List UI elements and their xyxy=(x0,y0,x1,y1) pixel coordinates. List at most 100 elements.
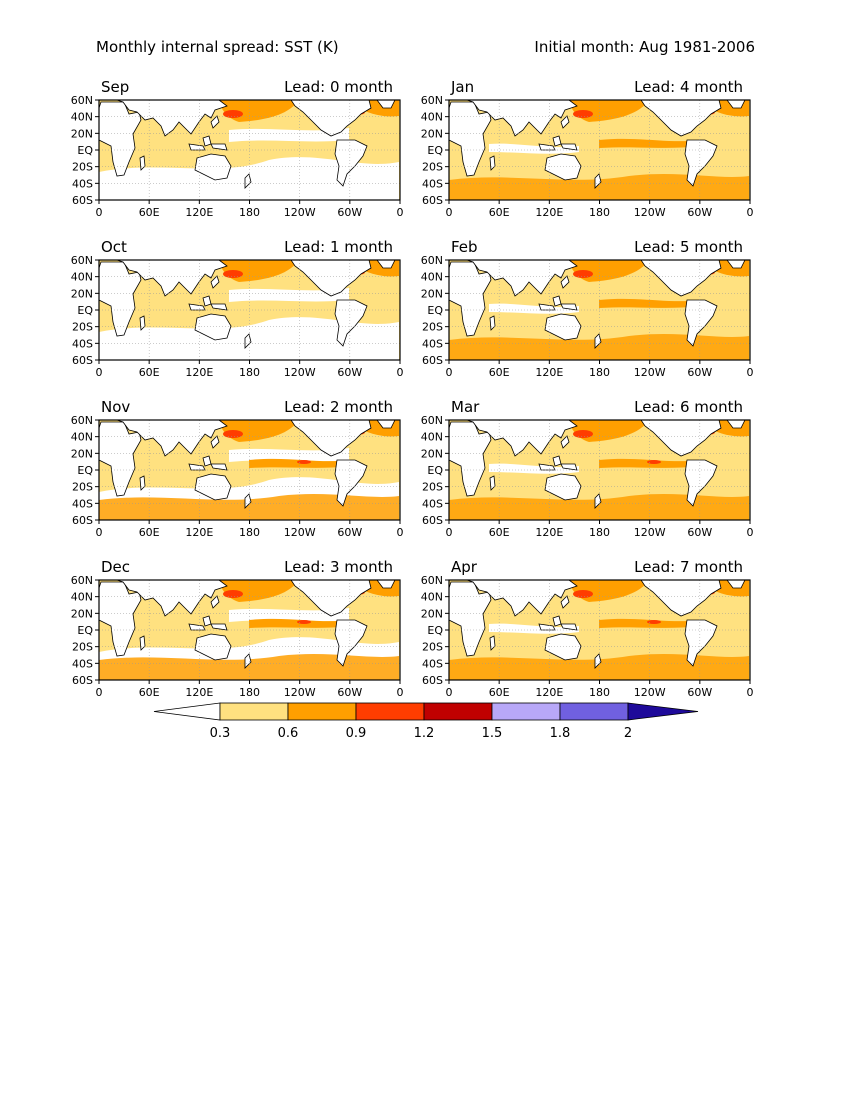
lat-tick-label: 20S xyxy=(72,641,93,654)
lat-tick-label: 60N xyxy=(71,94,93,107)
map-field xyxy=(99,100,400,200)
lat-tick-label: 60S xyxy=(422,514,443,527)
high-spread-region xyxy=(647,460,661,464)
lon-tick-label: 120W xyxy=(284,686,316,699)
map-field xyxy=(449,580,750,680)
lon-tick-label: 180 xyxy=(589,526,610,539)
lon-tick-label: 120E xyxy=(535,206,563,219)
lat-tick-label: 40N xyxy=(71,591,93,604)
lon-tick-label: 120E xyxy=(535,366,563,379)
lat-tick-label: 40N xyxy=(71,111,93,124)
lon-tick-label: 180 xyxy=(239,206,260,219)
lat-tick-label: 60S xyxy=(72,674,93,687)
lat-tick-label: 40S xyxy=(72,657,93,670)
colorbar-swatch xyxy=(219,702,289,721)
lon-tick-label: 60E xyxy=(139,526,160,539)
low-spread-region xyxy=(229,448,349,462)
lat-tick-label: EQ xyxy=(427,144,443,157)
lon-tick-label: 180 xyxy=(239,526,260,539)
lon-tick-label: 120W xyxy=(634,526,666,539)
grid-lines xyxy=(99,100,400,200)
map-field xyxy=(449,260,750,360)
lon-tick-label: 180 xyxy=(589,686,610,699)
lon-tick-label: 60W xyxy=(687,206,712,219)
lon-tick-label: 60W xyxy=(687,526,712,539)
lon-tick-label: 60W xyxy=(337,206,362,219)
lat-tick-label: 60S xyxy=(422,354,443,367)
mid-spread-region xyxy=(449,494,749,520)
colorbar-label: 2 xyxy=(624,726,632,741)
grid-lines xyxy=(99,580,400,680)
lon-tick-label: 0 xyxy=(446,526,453,539)
high-spread-region xyxy=(297,620,311,624)
high-spread-region xyxy=(297,460,311,464)
lon-tick-label: 60E xyxy=(489,686,510,699)
lon-tick-label: 0 xyxy=(397,366,404,379)
lat-tick-label: 60S xyxy=(72,194,93,207)
colorbar-label: 0.6 xyxy=(278,726,299,741)
lon-tick-label: 0 xyxy=(747,206,754,219)
lat-tick-label: 20S xyxy=(422,481,443,494)
lat-tick-label: 20N xyxy=(71,127,93,140)
lat-tick-label: 40N xyxy=(421,271,443,284)
lat-tick-label: 40S xyxy=(422,657,443,670)
low-spread-region xyxy=(489,463,579,474)
panel-month-label: Oct xyxy=(101,238,127,256)
lon-tick-label: 0 xyxy=(96,526,103,539)
lat-tick-label: 20S xyxy=(72,321,93,334)
colorbar-min-triangle xyxy=(153,702,221,721)
mid-spread-region xyxy=(449,334,749,360)
lat-tick-label: 60N xyxy=(421,574,443,587)
colorbar-swatch xyxy=(287,702,357,721)
lon-tick-label: 0 xyxy=(747,686,754,699)
lon-tick-label: 180 xyxy=(239,366,260,379)
mid-spread-region xyxy=(449,654,749,680)
lon-tick-label: 120W xyxy=(284,366,316,379)
grid-lines xyxy=(449,420,750,520)
colorbar: 0.3 0.6 0.9 1.2 1.5 1.8 2 xyxy=(153,702,699,741)
grid-lines xyxy=(99,420,400,520)
colorbar-max-triangle xyxy=(627,702,699,721)
lat-tick-label: 40N xyxy=(421,111,443,124)
lon-tick-label: 180 xyxy=(589,206,610,219)
lat-tick-label: 60N xyxy=(71,414,93,427)
lon-tick-label: 180 xyxy=(239,686,260,699)
lon-tick-label: 120E xyxy=(185,526,213,539)
mid-spread-region xyxy=(249,618,349,628)
panel-month-label: Apr xyxy=(451,558,478,576)
lat-tick-label: 20N xyxy=(421,127,443,140)
map-field xyxy=(449,420,750,520)
map-field xyxy=(99,260,400,360)
lat-tick-label: 20N xyxy=(71,287,93,300)
lat-tick-label: 20S xyxy=(72,481,93,494)
panel-lead-label: Lead: 0 month xyxy=(284,78,393,96)
lat-tick-label: 60S xyxy=(72,354,93,367)
grid-lines xyxy=(99,260,400,360)
mid-spread-region xyxy=(599,298,699,308)
panel-lead-label: Lead: 1 month xyxy=(284,238,393,256)
lat-tick-label: 60N xyxy=(71,574,93,587)
high-spread-region xyxy=(223,430,243,438)
low-spread-region xyxy=(489,143,579,154)
mid-spread-region xyxy=(599,458,699,468)
lon-tick-label: 60E xyxy=(139,686,160,699)
lon-tick-label: 120W xyxy=(634,206,666,219)
lat-tick-label: 60N xyxy=(71,254,93,267)
lon-tick-label: 120E xyxy=(185,206,213,219)
mid-spread-region xyxy=(449,174,749,200)
lat-tick-label: 40S xyxy=(422,177,443,190)
colorbar-swatch xyxy=(559,702,629,721)
lat-tick-label: EQ xyxy=(77,464,93,477)
lon-tick-label: 0 xyxy=(397,686,404,699)
low-spread-region xyxy=(229,608,349,622)
lon-tick-label: 60W xyxy=(337,366,362,379)
lat-tick-label: 60S xyxy=(422,194,443,207)
lat-tick-label: 40N xyxy=(71,271,93,284)
lat-tick-label: 20S xyxy=(422,161,443,174)
initial-month-label: Initial month: Aug 1981-2006 xyxy=(534,38,755,56)
panel-month-label: Nov xyxy=(101,398,130,416)
lon-tick-label: 120W xyxy=(634,686,666,699)
